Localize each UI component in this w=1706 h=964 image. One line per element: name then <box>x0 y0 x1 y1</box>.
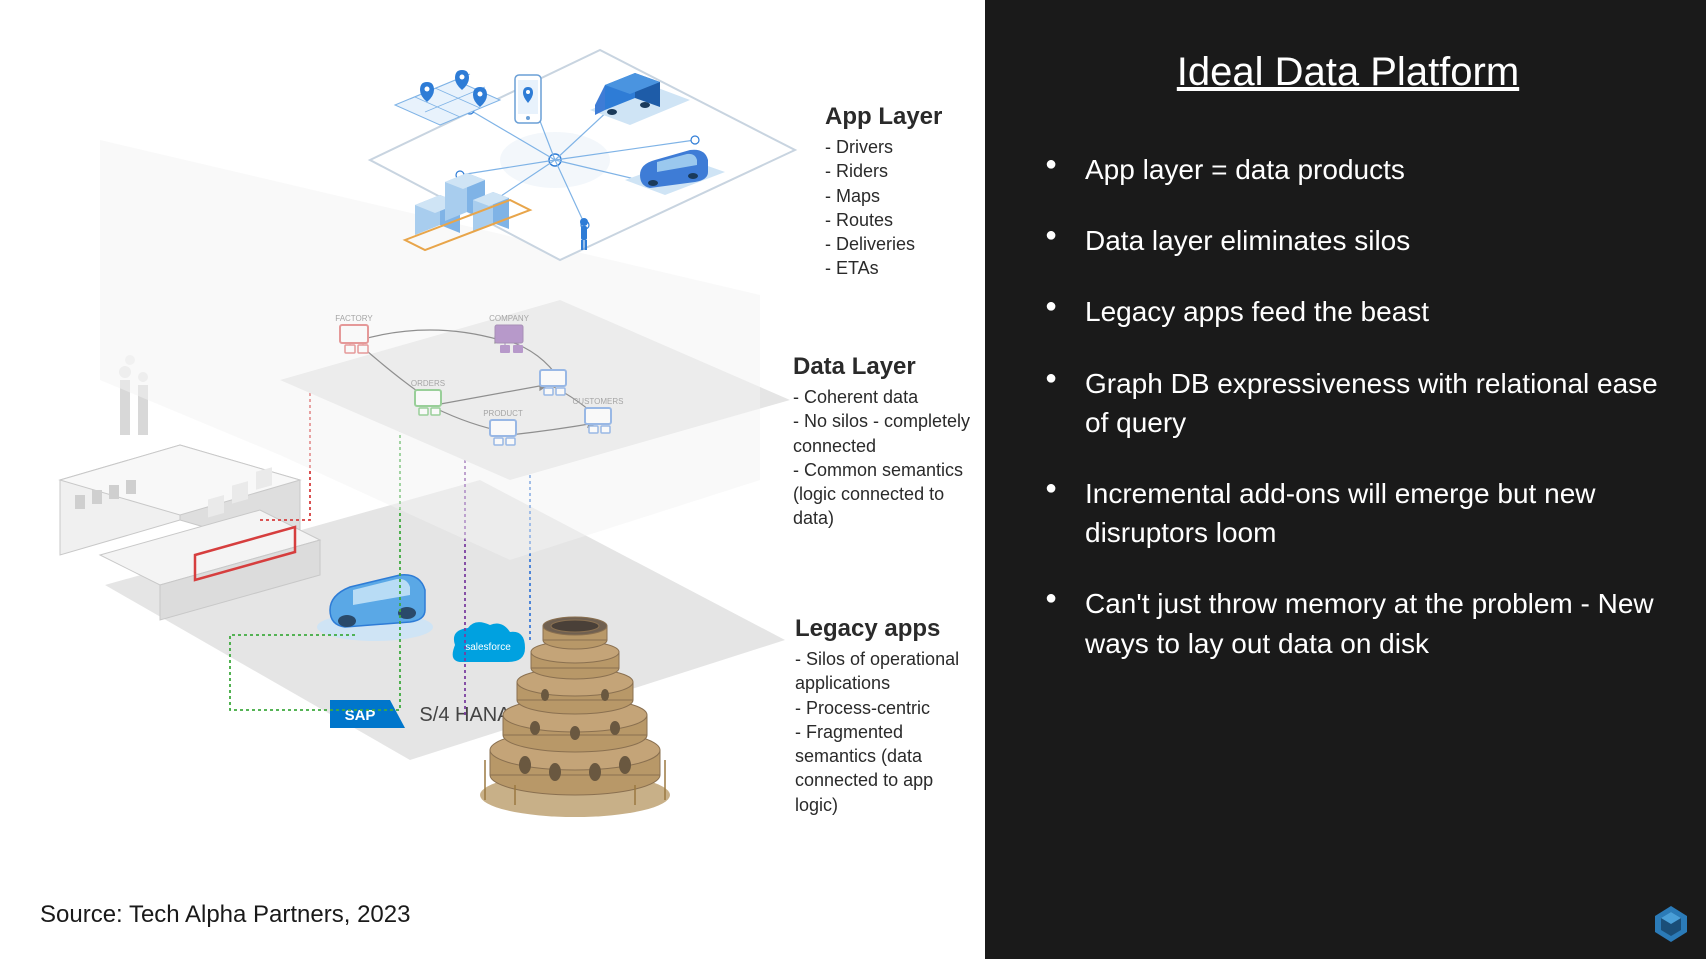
app-layer-title: App Layer <box>825 103 975 131</box>
bullet-item: Incremental add-ons will emerge but new … <box>1045 474 1661 552</box>
data-layer-item: - Coherent data <box>793 385 973 409</box>
bullet-item: Legacy apps feed the beast <box>1045 292 1661 331</box>
data-layer-label: Data Layer - Coherent data - No silos - … <box>793 353 973 531</box>
legacy-layer-item: - Fragmented semantics (data connected t… <box>795 720 980 817</box>
data-layer-item: - Common semantics (logic connected to d… <box>793 458 973 531</box>
diagram-panel: salesforce SAP S/4 HANA <box>0 0 985 959</box>
app-layer-item: - Maps <box>825 184 975 208</box>
app-layer-item: - Deliveries <box>825 232 975 256</box>
sidebar-bullet-list: App layer = data products Data layer eli… <box>1035 150 1661 663</box>
data-layer-item: - No silos - completely connected <box>793 409 973 458</box>
app-layer-item: - ETAs <box>825 256 975 280</box>
svg-text:COMPANY: COMPANY <box>489 314 530 323</box>
legacy-layer-label: Legacy apps - Silos of operational appli… <box>795 615 980 817</box>
bullet-item: Graph DB expressiveness with relational … <box>1045 364 1661 442</box>
sidebar-panel: Ideal Data Platform App layer = data pro… <box>985 0 1706 959</box>
svg-text:FACTORY: FACTORY <box>335 314 373 323</box>
brand-logo-icon <box>1651 904 1691 944</box>
bullet-item: Can't just throw memory at the problem -… <box>1045 584 1661 662</box>
app-layer-item: - Routes <box>825 208 975 232</box>
svg-text:CUSTOMERS: CUSTOMERS <box>573 397 624 406</box>
legacy-layer-item: - Process-centric <box>795 696 980 720</box>
factory-building-icon <box>60 355 320 620</box>
legacy-layer-item: - Silos of operational applications <box>795 647 980 696</box>
app-layer-item: - Drivers <box>825 135 975 159</box>
svg-text:PRODUCT: PRODUCT <box>483 409 523 418</box>
bullet-item: Data layer eliminates silos <box>1045 221 1661 260</box>
source-attribution: Source: Tech Alpha Partners, 2023 <box>40 901 410 929</box>
data-layer-title: Data Layer <box>793 353 973 381</box>
phone-icon <box>515 75 541 123</box>
svg-text:ORDERS: ORDERS <box>411 379 445 388</box>
app-layer-item: - Riders <box>825 159 975 183</box>
salesforce-text: salesforce <box>465 642 511 653</box>
sidebar-title: Ideal Data Platform <box>1035 50 1661 95</box>
app-layer-label: App Layer - Drivers - Riders - Maps - Ro… <box>825 103 975 281</box>
bullet-item: App layer = data products <box>1045 150 1661 189</box>
sap-logo-icon: SAP S/4 HANA <box>330 700 511 728</box>
legacy-layer-title: Legacy apps <box>795 615 980 643</box>
